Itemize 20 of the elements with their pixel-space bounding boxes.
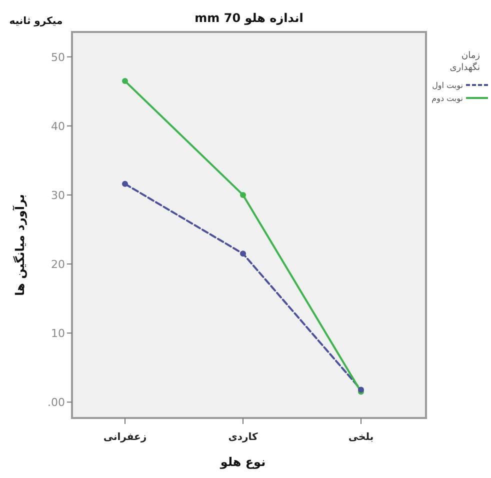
x-tick-label: کاردی [228,432,258,443]
x-axis-title: نوع هلو [219,455,266,469]
legend-title: زمان نگهداری [450,51,480,73]
chart-title: اندازه هلو 70 mm [194,11,304,25]
y-axis-title: برآورد میانگین ها [12,194,27,296]
y-tick-label: 20 [51,258,65,272]
point [122,180,128,187]
y-tick-label: 40 [51,120,65,133]
y-tick-label: 10 [51,327,65,340]
text: میکرو ثانیه [9,16,63,27]
legend-label: نوبت اول [432,81,463,90]
point [240,250,246,257]
y-tick-label: .00 [48,396,65,410]
point [240,192,246,198]
y-tick-label: 50 [51,50,65,64]
y-tick-label: 30 [51,188,65,202]
x-tick-label: زعفرانی [103,432,147,443]
point [122,78,128,84]
x-tick-label: بلخی [348,432,374,443]
legend-label: نوبت دوم [432,94,463,103]
